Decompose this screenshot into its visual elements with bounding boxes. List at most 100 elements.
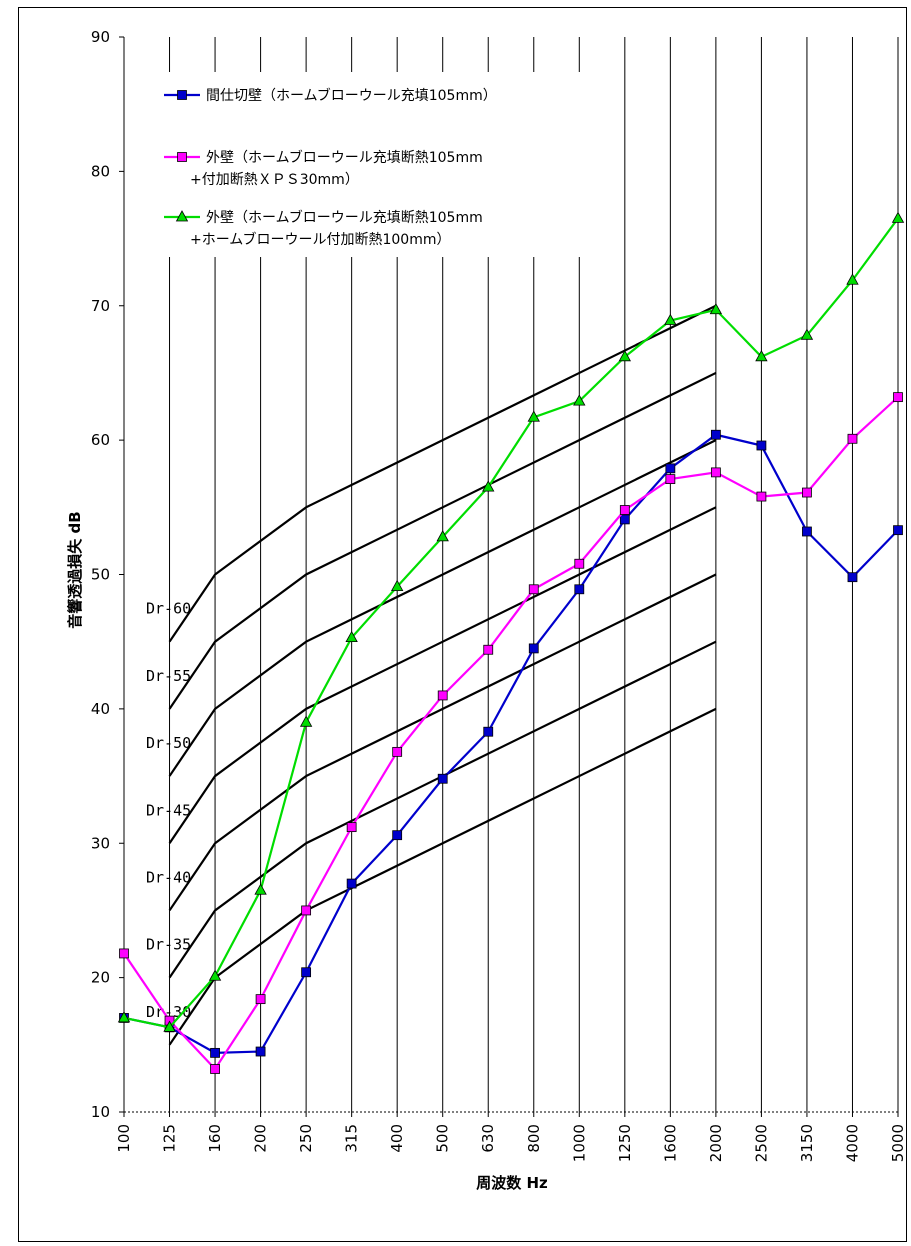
series-1 [119, 429, 903, 1058]
x-tick-label: 315 [343, 1124, 361, 1153]
data-point [756, 440, 767, 451]
data-point [392, 830, 403, 841]
data-point [756, 491, 767, 502]
data-point [893, 525, 903, 536]
data-point [301, 905, 312, 916]
data-point [574, 558, 585, 569]
y-tick-label: 30 [91, 834, 110, 852]
reference-label: Dr-55 [146, 667, 191, 685]
data-point [619, 505, 630, 515]
data-point [482, 480, 495, 492]
data-point [846, 273, 859, 285]
data-point [254, 883, 267, 895]
data-point [891, 211, 905, 223]
x-tick-label: 250 [297, 1124, 315, 1153]
data-point [345, 630, 358, 643]
data-point [208, 969, 222, 981]
x-tick-label: 200 [252, 1124, 270, 1153]
y-tick-label: 60 [91, 431, 110, 449]
data-point [664, 313, 677, 325]
legend-label: +ホームブローウール付加断熱100mm） [190, 231, 450, 248]
reference-label: Dr-50 [146, 734, 191, 752]
data-point [665, 474, 676, 484]
x-tick-label: 160 [206, 1124, 224, 1153]
reference-curve-dr-45 [168, 506, 717, 844]
data-point [163, 1020, 176, 1032]
legend-background [152, 72, 600, 257]
y-tick-label: 50 [91, 566, 110, 584]
data-point [619, 514, 630, 525]
legend-swatch-marker [177, 90, 187, 100]
reference-curve-dr-55 [168, 371, 717, 710]
x-tick-label: 100 [115, 1124, 133, 1153]
data-point [574, 584, 585, 595]
x-axis-title: 周波数 Hz [476, 1174, 548, 1192]
reference-curve-dr-60 [168, 304, 717, 643]
data-point [437, 773, 448, 784]
reference-curve-dr-30 [168, 707, 717, 1046]
data-point [210, 1064, 220, 1074]
reference-label: Dr-60 [146, 600, 191, 618]
data-point [618, 349, 632, 362]
data-point [119, 948, 129, 959]
x-tick-label: 2000 [707, 1124, 725, 1162]
reference-curve-dr-35 [168, 640, 717, 979]
legend-label: 外壁（ホームブローウール充填断熱105mm [206, 149, 483, 166]
data-point [210, 1047, 220, 1058]
legend-label: 間仕切壁（ホームブローウール充填105mm） [206, 87, 497, 104]
series-line [123, 433, 899, 1054]
data-point [255, 994, 266, 1005]
x-tick-label: 3150 [798, 1124, 816, 1162]
data-point [709, 302, 723, 315]
reference-label: Dr-40 [146, 868, 191, 886]
legend-label: 外壁（ホームブローウール充填断熱105mm [206, 209, 483, 226]
x-tick-label: 630 [479, 1124, 497, 1153]
x-tick-label: 500 [434, 1124, 452, 1153]
data-point [390, 579, 404, 591]
data-point [437, 690, 448, 701]
x-tick-label: 2500 [752, 1124, 770, 1162]
data-point [346, 878, 357, 889]
x-tick-label: 400 [388, 1124, 406, 1153]
data-point [483, 644, 494, 655]
data-point [847, 433, 858, 444]
data-point [665, 463, 676, 474]
data-point [573, 394, 586, 406]
series-line [123, 396, 899, 1071]
x-tick-label: 1600 [661, 1124, 679, 1162]
legend-swatch-marker [177, 152, 187, 162]
data-point [301, 967, 312, 978]
series-line [123, 217, 899, 1029]
x-tick-label: 4000 [843, 1124, 861, 1162]
y-axis-title: 音響透過損失 dB [66, 511, 84, 628]
reference-curve-dr-50 [168, 439, 717, 777]
data-point [117, 1011, 131, 1023]
data-point [528, 643, 539, 654]
x-tick-label: 5000 [889, 1124, 907, 1162]
data-point [392, 746, 403, 757]
data-point [802, 487, 812, 498]
y-tick-label: 40 [91, 700, 110, 718]
reference-label: Dr-35 [146, 936, 191, 954]
x-tick-label: 125 [161, 1124, 179, 1153]
data-point [346, 822, 357, 833]
data-point [847, 572, 858, 583]
data-point [710, 429, 721, 440]
x-tick-label: 1000 [570, 1124, 588, 1162]
data-point [483, 726, 494, 737]
y-tick-label: 80 [91, 162, 110, 180]
reference-curve-dr-40 [168, 573, 717, 912]
data-series [117, 211, 905, 1074]
data-point [802, 526, 812, 537]
y-tick-label: 10 [91, 1103, 110, 1121]
series-3 [117, 211, 905, 1032]
x-tick-label: 800 [525, 1124, 543, 1153]
x-tick-label: 1250 [616, 1124, 634, 1162]
data-point [710, 467, 721, 478]
data-point [893, 392, 903, 403]
legend-swatch-marker [175, 210, 189, 222]
series-2 [119, 392, 903, 1074]
data-point [436, 530, 449, 542]
